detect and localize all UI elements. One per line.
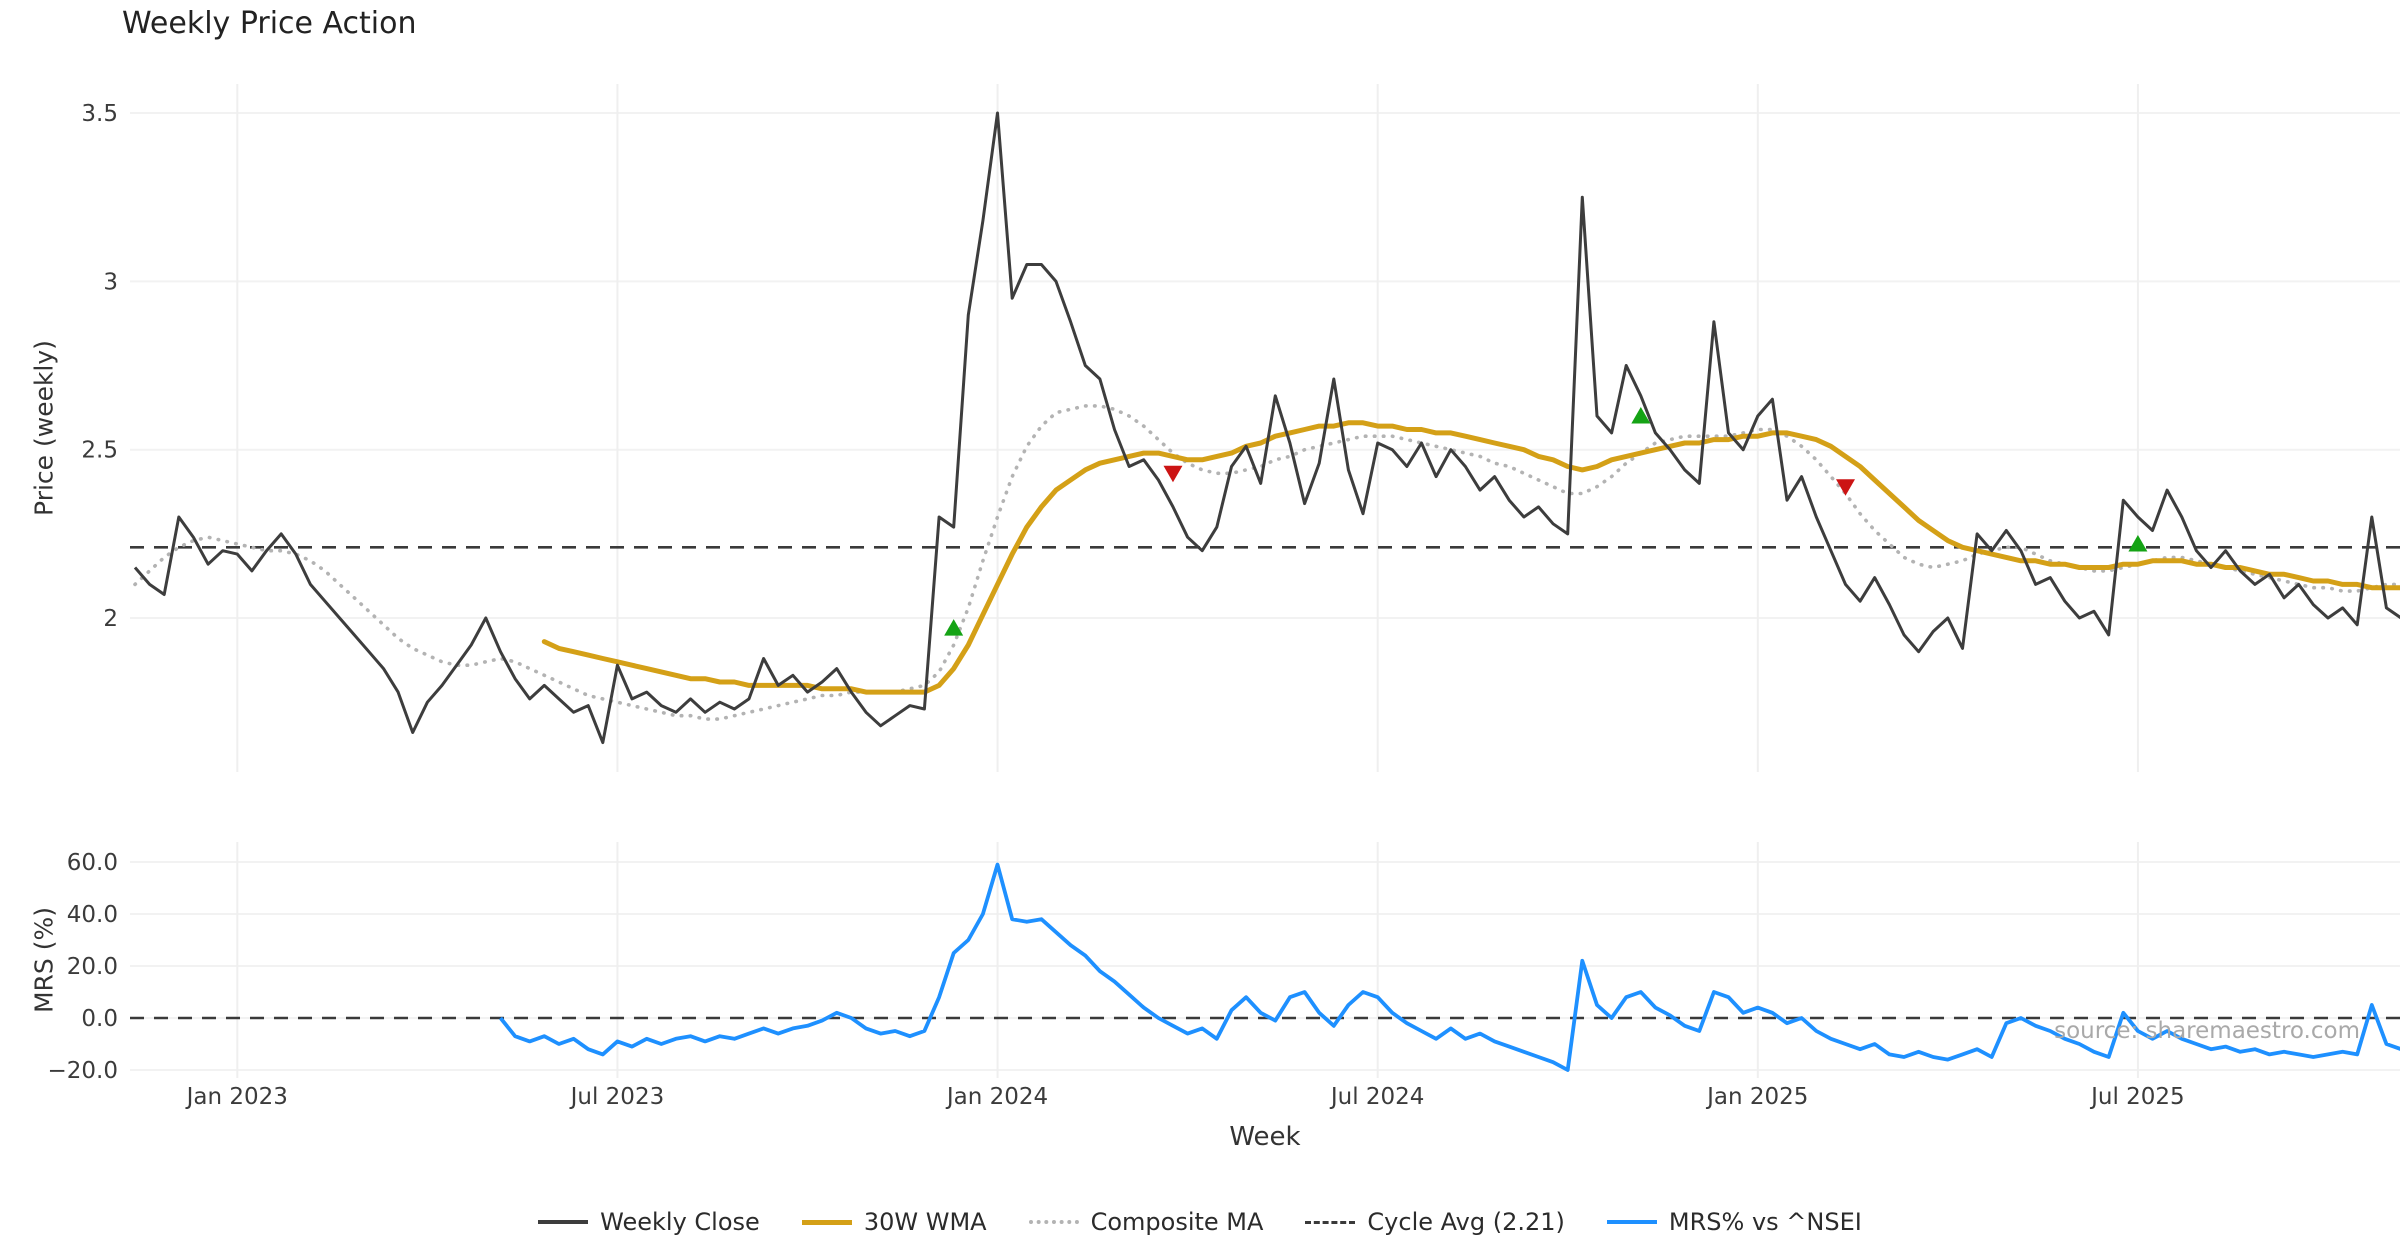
- wma-swatch-icon: [801, 1219, 852, 1225]
- sell-signal-icon: [1836, 479, 1855, 496]
- mrs-axis-label: MRS (%): [29, 906, 59, 1014]
- legend-label-30w-wma: 30W WMA: [863, 1208, 987, 1236]
- x-tick-label: Jan 2025: [1705, 1084, 1808, 1110]
- legend-label-mrs: MRS% vs ^NSEI: [1668, 1208, 1862, 1236]
- mrs-tick-label: 40.0: [67, 902, 118, 928]
- mrs-tick-label: 20.0: [67, 954, 118, 980]
- source-watermark: source: sharemaestro.com: [2054, 1018, 2360, 1044]
- composite-ma-swatch-icon: [1028, 1220, 1079, 1224]
- mrs-tick-label: 60.0: [67, 850, 118, 876]
- composite-ma-line: [133, 404, 2400, 721]
- mrs-tick-label: −20.0: [48, 1058, 118, 1084]
- legend-item-mrs: MRS% vs ^NSEI: [1606, 1208, 1862, 1236]
- buy-signal-icon: [1631, 407, 1651, 424]
- weekly-close-swatch-icon: [538, 1220, 589, 1224]
- price-tick-label: 2.5: [81, 438, 118, 464]
- legend-label-composite-ma: Composite MA: [1090, 1208, 1264, 1236]
- mrs-swatch-icon: [1606, 1220, 1657, 1224]
- price-tick-label: 3.5: [81, 101, 118, 127]
- chart-title: Weekly Price Action: [122, 6, 417, 41]
- x-tick-label: Jan 2024: [945, 1084, 1048, 1110]
- x-tick-label: Jul 2024: [1329, 1084, 1425, 1110]
- mrs-line: [499, 862, 2400, 1072]
- sell-signal-icon: [1163, 465, 1183, 483]
- legend-item-30w-wma: 30W WMA: [801, 1208, 987, 1236]
- legend-item-cycle-avg: Cycle Avg (2.21): [1305, 1208, 1565, 1236]
- x-tick-label: Jul 2023: [569, 1084, 665, 1110]
- buy-signal-icon: [2128, 534, 2148, 552]
- weekly-close-line: [133, 111, 2400, 745]
- x-tick-label: Jan 2023: [185, 1084, 288, 1110]
- price-axis-label: Price (weekly): [29, 340, 59, 516]
- chart-legend: Weekly Close 30W WMA Composite MA Cycle …: [0, 1208, 2400, 1236]
- legend-item-weekly-close: Weekly Close: [538, 1208, 760, 1236]
- wma-30w-line: [541, 420, 2400, 695]
- mrs-tick-label: 0.0: [81, 1006, 118, 1032]
- x-tick-label: Jul 2025: [2089, 1084, 2185, 1110]
- cycle-avg-swatch-icon: [1305, 1220, 1356, 1224]
- price-tick-label: 3: [103, 269, 118, 295]
- legend-label-cycle-avg: Cycle Avg (2.21): [1367, 1208, 1565, 1236]
- price-tick-label: 2: [103, 606, 118, 632]
- buy-signal-icon: [944, 619, 964, 636]
- x-axis-label: Week: [1229, 1122, 1301, 1152]
- legend-item-composite-ma: Composite MA: [1028, 1208, 1264, 1236]
- legend-label-weekly-close: Weekly Close: [600, 1208, 760, 1236]
